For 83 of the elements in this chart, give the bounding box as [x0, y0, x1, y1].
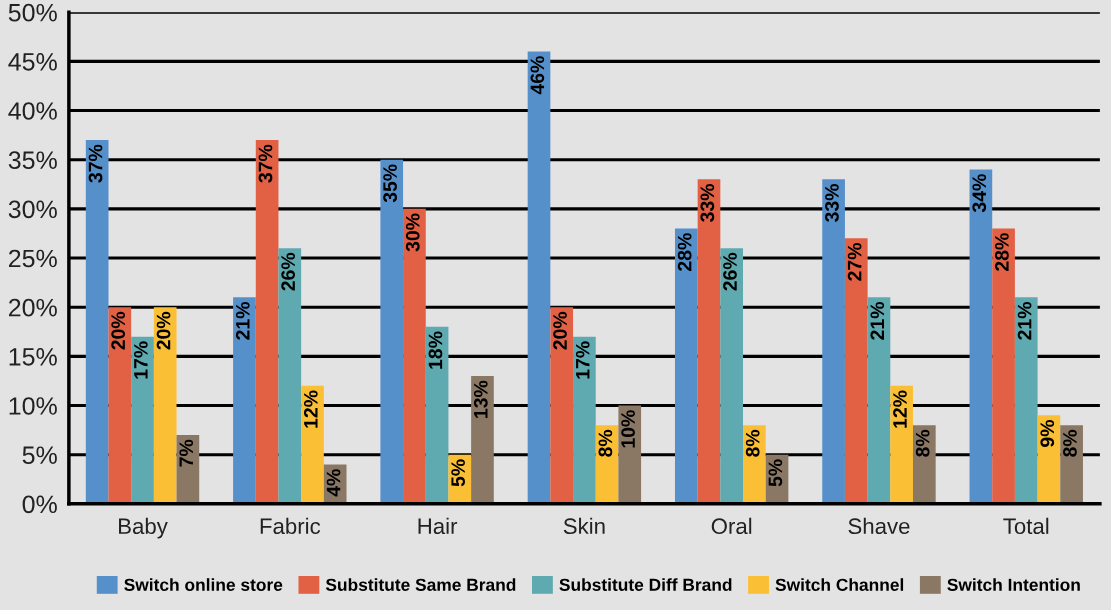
data-label: 10%	[621, 410, 635, 448]
y-tick-label: 5%	[22, 446, 57, 464]
data-label: 17%	[134, 341, 148, 379]
data-label: 5%	[768, 459, 783, 487]
data-label: 21%	[235, 302, 250, 340]
bar	[278, 248, 302, 504]
bar	[674, 228, 698, 504]
bar	[471, 376, 494, 504]
bar	[550, 307, 574, 504]
data-label: 5%	[451, 459, 465, 487]
bar	[867, 297, 891, 504]
bar	[85, 140, 109, 504]
bar	[233, 297, 256, 504]
x-tick-label: Shave	[848, 517, 910, 535]
data-label: 12%	[893, 390, 907, 428]
y-tick-label: 30%	[8, 200, 57, 219]
y-tick-label: 15%	[9, 348, 57, 366]
data-label: 20%	[111, 311, 126, 350]
y-tick-label: 40%	[8, 102, 57, 120]
data-label: 9%	[1040, 420, 1055, 447]
bar	[697, 179, 721, 504]
data-label: 27%	[847, 243, 862, 281]
legend-label: Switch Intention	[947, 578, 1080, 591]
legend-label: Substitute Same Brand	[325, 578, 516, 591]
data-label: 20%	[156, 311, 171, 350]
x-tick-label: Total	[1003, 517, 1049, 535]
bar	[822, 179, 845, 504]
data-label: 33%	[700, 184, 715, 222]
bar	[969, 169, 993, 504]
bar	[108, 307, 132, 504]
bar	[992, 228, 1015, 504]
bar	[527, 51, 551, 504]
legend-label: Substitute Diff Brand	[559, 578, 732, 591]
data-label: 8%	[598, 429, 613, 457]
data-label: 17%	[575, 341, 590, 379]
data-label: 26%	[723, 252, 737, 291]
data-label: 4%	[326, 469, 341, 497]
bar	[720, 248, 744, 504]
data-label: 33%	[825, 184, 839, 222]
bar	[131, 336, 154, 504]
y-tick-label: 35%	[8, 151, 57, 169]
bar	[844, 238, 868, 504]
x-tick-label: Skin	[563, 517, 605, 535]
y-tick-label: 50%	[8, 3, 57, 22]
x-tick-label: Oral	[711, 517, 752, 535]
bar	[425, 326, 449, 504]
y-tick-label: 25%	[8, 249, 57, 268]
y-tick-label: 10%	[9, 397, 57, 415]
x-tick-label: Hair	[418, 517, 458, 535]
data-label: 8%	[745, 429, 760, 457]
data-label: 37%	[88, 144, 103, 183]
data-label: 18%	[428, 331, 443, 369]
data-label: 7%	[179, 439, 194, 467]
y-tick-label: 45%	[8, 53, 57, 71]
bar	[403, 208, 426, 504]
data-label: 12%	[303, 390, 318, 428]
data-label: 13%	[473, 380, 488, 418]
y-tick-label: 0%	[22, 495, 57, 514]
bar	[380, 159, 404, 504]
bar	[1014, 297, 1038, 504]
bar	[153, 307, 177, 504]
data-label: 30%	[405, 213, 420, 252]
data-label: 26%	[281, 252, 296, 291]
x-tick-label: Baby	[119, 517, 168, 539]
bar	[573, 336, 596, 504]
data-label: 28%	[995, 233, 1009, 271]
x-tick-label: Fabric	[260, 517, 321, 535]
data-label: 21%	[1017, 302, 1032, 340]
bar	[890, 385, 913, 504]
data-label: 46%	[530, 56, 545, 95]
data-label: 34%	[972, 174, 987, 213]
data-label: 35%	[383, 164, 397, 203]
data-label: 8%	[1063, 429, 1077, 457]
bar	[301, 385, 324, 504]
data-label: 28%	[677, 233, 692, 271]
y-tick-label: 20%	[8, 298, 57, 317]
bar	[255, 140, 279, 504]
data-label: 37%	[258, 144, 273, 183]
data-label: 21%	[870, 302, 885, 340]
legend-label: Switch online store	[124, 578, 283, 591]
data-label: 8%	[915, 429, 930, 457]
data-label: 20%	[553, 311, 567, 350]
legend-label: Switch Channel	[775, 578, 904, 591]
